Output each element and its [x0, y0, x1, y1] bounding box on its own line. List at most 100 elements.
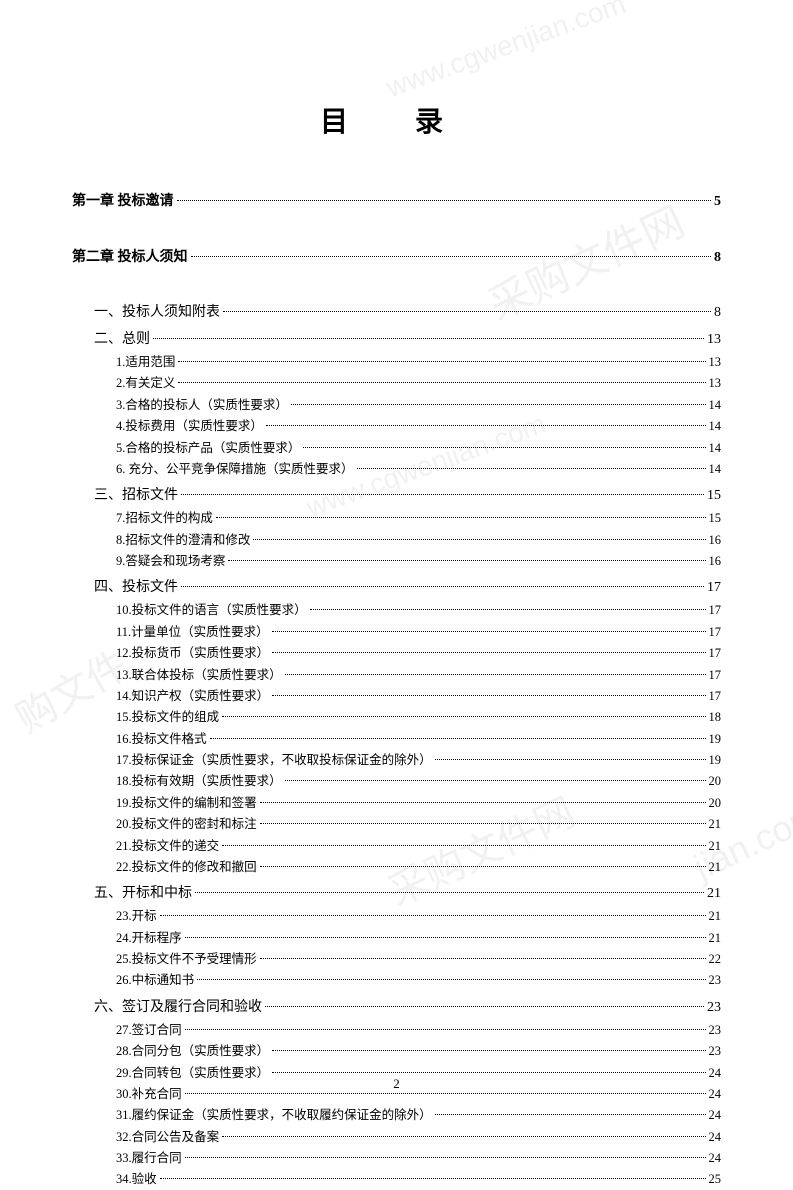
toc-dots — [291, 404, 706, 405]
toc-dots — [310, 609, 706, 610]
toc-dots — [272, 1072, 705, 1073]
toc-dots — [285, 674, 706, 675]
toc-item: 28.合同分包（实质性要求） 23 — [116, 1042, 721, 1061]
toc-item: 9.答疑会和现场考察16 — [116, 552, 721, 571]
toc-item-label: 13.联合体投标（实质性要求） — [116, 666, 282, 685]
toc-item-label: 1.适用范围 — [116, 353, 175, 372]
toc-dots — [266, 425, 706, 426]
toc-item-label: 9.答疑会和现场考察 — [116, 552, 225, 571]
toc-item: 26.中标通知书23 — [116, 971, 721, 990]
toc-item: 32.合同公告及备案24 — [116, 1128, 721, 1147]
toc-item-label: 5.合格的投标产品（实质性要求） — [116, 439, 300, 458]
toc-item: 17.投标保证金（实质性要求，不收取投标保证金的除外） 19 — [116, 751, 721, 770]
toc-item-label: 23.开标 — [116, 907, 157, 926]
toc-item-label: 30.补充合同 — [116, 1085, 182, 1104]
toc-item-page: 24 — [709, 1106, 722, 1125]
toc-item: 29.合同转包（实质性要求）24 — [116, 1064, 721, 1083]
toc-item-page: 14 — [709, 460, 722, 479]
page-title: 目 录 — [72, 100, 721, 140]
toc-item: 23.开标21 — [116, 907, 721, 926]
toc-section-page: 13 — [707, 329, 721, 350]
toc-dots — [181, 586, 704, 587]
toc-dots — [222, 716, 705, 717]
toc-item: 21.投标文件的递交 21 — [116, 837, 721, 856]
toc-item-page: 24 — [709, 1085, 722, 1104]
toc-section-block: 三、招标文件157.招标文件的构成158.招标文件的澄清和修改169.答疑会和现… — [72, 485, 721, 571]
toc-dots — [435, 1114, 706, 1115]
toc-dots — [260, 802, 706, 803]
toc-item-page: 21 — [709, 815, 722, 834]
toc-item: 15.投标文件的组成18 — [116, 708, 721, 727]
toc-item-label: 3.合格的投标人（实质性要求） — [116, 396, 288, 415]
toc-item-page: 13 — [709, 374, 722, 393]
toc-section-label: 一、投标人须知附表 — [94, 302, 220, 323]
toc-chapter: 第二章 投标人须知8 — [72, 246, 721, 266]
toc-item-label: 28.合同分包（实质性要求） — [116, 1042, 269, 1061]
toc-item-page: 23 — [709, 1042, 722, 1061]
toc-item: 22.投标文件的修改和撤回21 — [116, 858, 721, 877]
toc-item-label: 24.开标程序 — [116, 929, 182, 948]
toc-dots — [153, 338, 704, 339]
toc-item-label: 8.招标文件的澄清和修改 — [116, 531, 250, 550]
toc-item-page: 19 — [709, 751, 722, 770]
toc-dots — [178, 361, 705, 362]
toc-dots — [260, 958, 706, 959]
toc-item-page: 23 — [709, 971, 722, 990]
toc-chapter-page: 5 — [714, 194, 721, 210]
toc-item: 24.开标程序21 — [116, 929, 721, 948]
toc-dots — [178, 382, 705, 383]
toc-item: 27.签订合同23 — [116, 1021, 721, 1040]
toc-item-page: 21 — [709, 837, 722, 856]
toc-dots — [185, 937, 706, 938]
toc-item-page: 22 — [709, 950, 722, 969]
toc-chapter-label: 第一章 投标邀请 — [72, 190, 174, 210]
toc-item-label: 17.投标保证金（实质性要求，不收取投标保证金的除外） — [116, 751, 432, 770]
toc-item-label: 10.投标文件的语言（实质性要求） — [116, 601, 307, 620]
toc-item-page: 19 — [709, 730, 722, 749]
toc-item-page: 17 — [709, 644, 722, 663]
toc-dots — [160, 1178, 706, 1179]
toc-item-label: 25.投标文件不予受理情形 — [116, 950, 257, 969]
toc-item-label: 21.投标文件的递交 — [116, 837, 219, 856]
toc-dots — [303, 447, 705, 448]
toc-item: 30.补充合同 24 — [116, 1085, 721, 1104]
toc-item: 34.验收 25 — [116, 1170, 721, 1189]
toc-item-label: 31.履约保证金（实质性要求，不收取履约保证金的除外） — [116, 1106, 432, 1125]
toc-section-page: 8 — [714, 302, 721, 323]
toc-item: 5.合格的投标产品（实质性要求）14 — [116, 439, 721, 458]
toc-dots — [177, 200, 712, 201]
toc-item-page: 24 — [709, 1064, 722, 1083]
toc-item: 18.投标有效期（实质性要求）20 — [116, 772, 721, 791]
toc-item: 10.投标文件的语言（实质性要求）17 — [116, 601, 721, 620]
toc-item-page: 25 — [709, 1170, 722, 1189]
toc-section-page: 15 — [707, 485, 721, 506]
toc-item-label: 33.履行合同 — [116, 1149, 182, 1168]
toc-dots — [272, 631, 706, 632]
toc-item-label: 18.投标有效期（实质性要求） — [116, 772, 282, 791]
toc-dots — [253, 539, 705, 540]
toc-item: 14.知识产权（实质性要求）17 — [116, 687, 721, 706]
toc-item: 2.有关定义13 — [116, 374, 721, 393]
toc-item-label: 34.验收 — [116, 1170, 157, 1189]
toc-chapter: 第一章 投标邀请 5 — [72, 190, 721, 210]
toc-item-label: 11.计量单位（实质性要求） — [116, 623, 269, 642]
toc-section-label: 五、开标和中标 — [94, 883, 192, 904]
toc-item-label: 12.投标货币（实质性要求） — [116, 644, 269, 663]
toc-item-page: 14 — [709, 396, 722, 415]
toc-dots — [222, 1136, 705, 1137]
toc-dots — [222, 845, 705, 846]
toc-chapter-page: 8 — [714, 250, 721, 266]
toc-item-page: 20 — [709, 794, 722, 813]
toc-item: 7.招标文件的构成15 — [116, 509, 721, 528]
toc-item-label: 22.投标文件的修改和撤回 — [116, 858, 257, 877]
toc-item: 31.履约保证金（实质性要求，不收取履约保证金的除外） 24 — [116, 1106, 721, 1125]
toc-item-label: 6. 充分、公平竞争保障措施（实质性要求） — [116, 460, 354, 479]
toc-item-page: 17 — [709, 687, 722, 706]
toc-item-label: 16.投标文件格式 — [116, 730, 207, 749]
toc-dots — [265, 1006, 704, 1007]
toc-dots — [181, 494, 704, 495]
toc-item-label: 20.投标文件的密封和标注 — [116, 815, 257, 834]
toc-item: 19.投标文件的编制和签署20 — [116, 794, 721, 813]
toc-item: 25.投标文件不予受理情形 22 — [116, 950, 721, 969]
toc-item: 16.投标文件格式 19 — [116, 730, 721, 749]
